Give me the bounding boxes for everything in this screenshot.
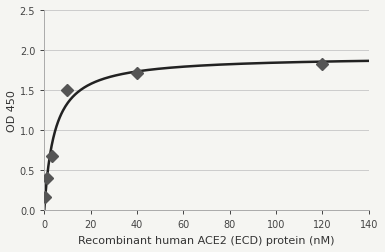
Y-axis label: OD 450: OD 450 bbox=[7, 90, 17, 132]
X-axis label: Recombinant human ACE2 (ECD) protein (nM): Recombinant human ACE2 (ECD) protein (nM… bbox=[78, 235, 335, 245]
